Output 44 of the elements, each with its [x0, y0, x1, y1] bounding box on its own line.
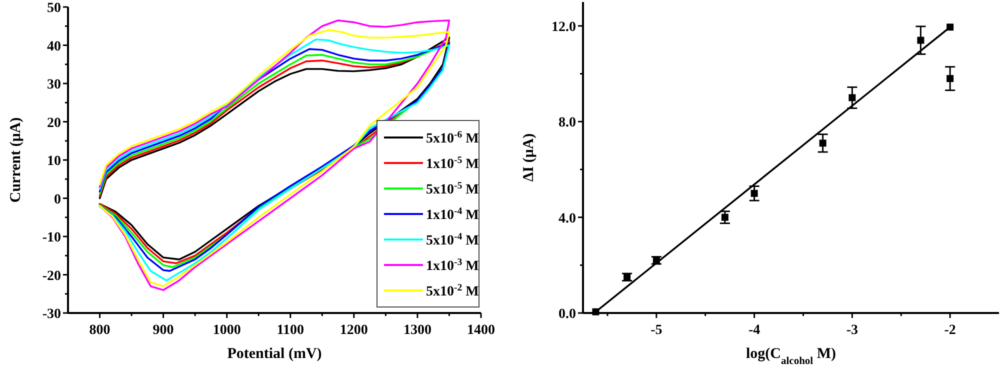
x-tick-label: 900: [152, 323, 174, 338]
y-tick-label: 30: [47, 78, 61, 92]
legend-label: 1x10$^{-3}$ M: [426, 256, 479, 274]
y-tick-label: 50: [47, 1, 61, 16]
point: [848, 94, 856, 102]
legend-label: 1x10$^{-4}$ M: [426, 206, 479, 223]
point: [750, 190, 758, 197]
point: [819, 140, 826, 147]
y-tick-label: 10: [47, 154, 61, 169]
y-tick-label: 40: [47, 39, 61, 54]
x-tick-label: 1200: [340, 323, 368, 338]
x-tick-label: 1400: [467, 323, 495, 338]
x-tick-label: -2: [944, 323, 956, 338]
point: [721, 214, 728, 221]
point: [946, 24, 954, 31]
x-tick-label: 1000: [212, 323, 241, 338]
legend-label: 5x10$^{-5}$ M: [426, 180, 479, 198]
point: [917, 36, 924, 44]
y-tick-label: 0: [54, 192, 61, 208]
y-tick-label: 12.0: [552, 20, 576, 35]
legend-label: 5x10$^{-6}$ M: [426, 129, 479, 146]
point: [592, 308, 600, 316]
x-tick-label: 1300: [403, 323, 432, 338]
x-axis-title: log(C$_{alcohol}$ M): [746, 346, 836, 366]
y-tick-label: -10: [42, 230, 61, 246]
y-axis-title: Current (μA): [8, 117, 24, 203]
x-tick-label: 800: [89, 323, 110, 338]
y-tick-label: -30: [42, 307, 61, 322]
x-tick-label: -4: [748, 323, 760, 338]
y-tick-label: 20: [47, 116, 61, 131]
y-tick-label: -20: [42, 268, 61, 284]
x-tick-label: -5: [650, 323, 662, 338]
point: [946, 75, 954, 82]
y-tick-label: 0.0: [558, 307, 576, 322]
point: [624, 274, 631, 281]
x-tick-label: 1100: [276, 323, 304, 338]
x-tick-label: -3: [846, 323, 858, 338]
legend-label: 5x10$^{-4}$ M: [426, 231, 479, 248]
legend-label: 1x10$^{-5}$ M: [426, 154, 479, 172]
x-axis-title: Potential (mV): [227, 346, 322, 362]
y-axis-title: ΔI (μA): [521, 133, 537, 182]
legend-label: 5x10$^{-2}$ M: [426, 282, 479, 300]
y-tick-label: 4.0: [558, 211, 576, 226]
y-tick-label: 8.0: [558, 116, 576, 131]
